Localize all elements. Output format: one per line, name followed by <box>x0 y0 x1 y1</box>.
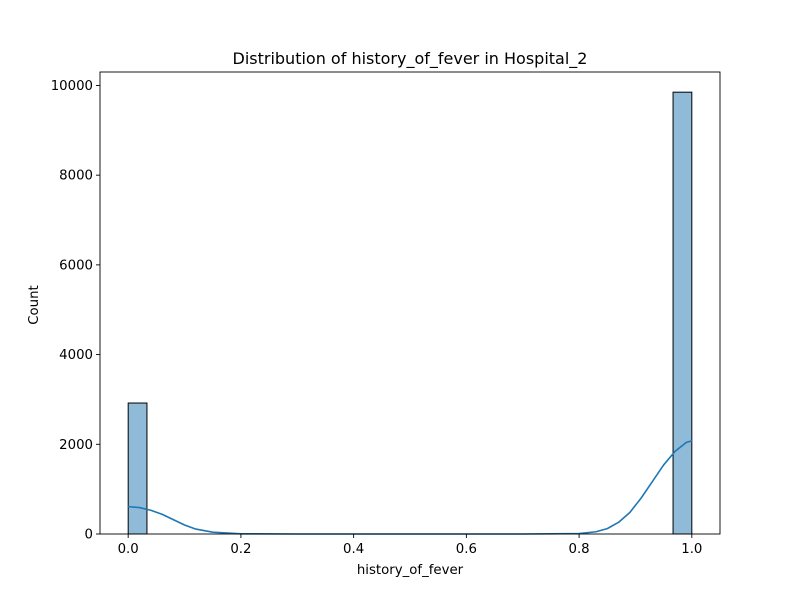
x-tick-label-3: 0.6 <box>456 542 477 557</box>
y-tick-label-3: 6000 <box>59 258 93 273</box>
kde-line <box>127 439 693 535</box>
x-tick-label-4: 0.8 <box>569 542 590 557</box>
plot-frame <box>99 71 721 535</box>
y-tick-label-1: 2000 <box>59 438 93 453</box>
y-tick-label-0: 0 <box>85 528 93 543</box>
y-tick-label-2: 4000 <box>59 348 93 363</box>
x-tick-label-5: 1.0 <box>681 542 702 557</box>
histogram-bar-0 <box>127 402 148 535</box>
x-tick-label-2: 0.4 <box>343 542 364 557</box>
x-axis-label: history_of_fever <box>357 563 464 578</box>
histogram-bar-1 <box>672 91 693 535</box>
chart-title: Distribution of history_of_fever in Hosp… <box>233 49 588 69</box>
plot-area: 0.0 0.2 0.4 0.6 0.8 1.0 0 2000 4000 6000 8000 10000 <box>51 71 721 557</box>
y-tick-label-4: 8000 <box>59 169 93 184</box>
y-tick-label-5: 10000 <box>51 79 93 94</box>
x-tick-label-1: 0.2 <box>230 542 251 557</box>
x-tick-label-0: 0.0 <box>118 542 139 557</box>
y-axis-label: Count <box>27 285 42 325</box>
